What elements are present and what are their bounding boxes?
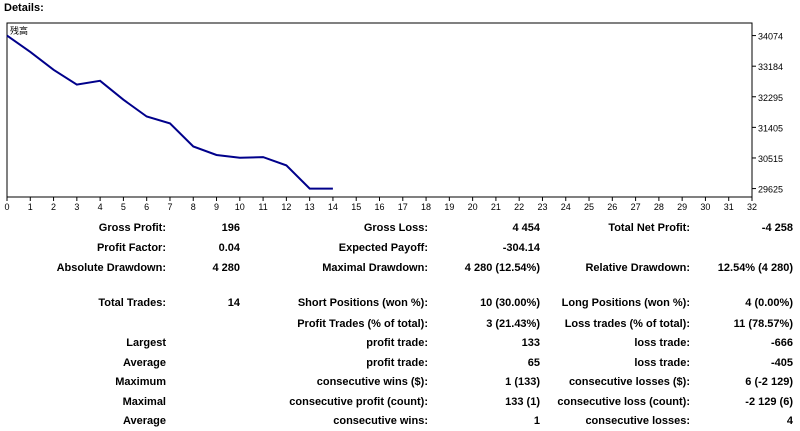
x-tick-label: 6 — [144, 202, 149, 212]
y-tick-label: 31405 — [758, 123, 783, 133]
x-tick-label: 20 — [468, 202, 478, 212]
x-tick-label: 25 — [584, 202, 594, 212]
absolute-drawdown-label: Absolute Drawdown: — [56, 262, 166, 274]
largest-profit-label: profit trade: — [366, 337, 428, 349]
maximal-cons-profit-label: consecutive profit (count): — [289, 396, 428, 408]
x-tick-label: 21 — [491, 202, 501, 212]
average-loss-value: -405 — [770, 357, 793, 369]
profit-trades-label: Profit Trades (% of total): — [297, 318, 428, 330]
avg-cons-wins-label: consecutive wins: — [333, 415, 428, 427]
absolute-drawdown-value: 4 280 — [212, 262, 240, 274]
x-tick-label: 16 — [374, 202, 384, 212]
y-tick-label: 33184 — [758, 62, 783, 72]
x-tick-label: 12 — [281, 202, 291, 212]
y-tick-label: 32295 — [758, 93, 783, 103]
x-tick-label: 1 — [28, 202, 33, 212]
loss-trades-value: 11 (78.57%) — [733, 318, 793, 330]
x-tick-label: 14 — [328, 202, 338, 212]
profit-factor-label: Profit Factor: — [96, 242, 166, 254]
gross-profit-label: Gross Profit: — [98, 222, 166, 234]
total-trades-label: Total Trades: — [98, 297, 166, 309]
maximal-cons-loss-value: -2 129 (6) — [745, 396, 793, 408]
x-tick-label: 24 — [561, 202, 571, 212]
maximal-cons-loss-label: consecutive loss (count): — [557, 396, 690, 408]
loss-trades-label: Loss trades (% of total): — [564, 318, 690, 330]
x-tick-label: 28 — [654, 202, 664, 212]
y-tick-label: 34074 — [758, 32, 783, 42]
largest-loss-value: -666 — [770, 337, 793, 349]
maximal-label: Maximal — [122, 396, 166, 408]
long-positions-value: 4 (0.00%) — [745, 297, 793, 309]
x-tick-label: 27 — [631, 202, 641, 212]
x-tick-label: 17 — [398, 202, 408, 212]
x-tick-label: 7 — [167, 202, 172, 212]
y-tick-label: 30515 — [758, 154, 783, 164]
gross-loss-label: Gross Loss: — [363, 222, 428, 234]
average-profit-label: profit trade: — [366, 357, 428, 369]
maximal-cons-profit-value: 133 (1) — [505, 396, 540, 408]
y-tick-label: 29625 — [758, 185, 783, 195]
x-tick-label: 23 — [537, 202, 547, 212]
x-tick-label: 10 — [235, 202, 245, 212]
details-title: Details: — [4, 2, 44, 14]
x-tick-label: 4 — [98, 202, 103, 212]
gross-loss-value: 4 454 — [512, 222, 540, 234]
x-tick-label: 8 — [191, 202, 196, 212]
x-tick-label: 22 — [514, 202, 524, 212]
max-cons-wins-label: consecutive wins ($): — [316, 376, 428, 388]
chart-legend: 残高 — [10, 25, 28, 36]
largest-profit-value: 133 — [521, 337, 540, 349]
expected-payoff-value: -304.14 — [502, 242, 540, 254]
x-tick-label: 15 — [351, 202, 361, 212]
max-cons-wins-value: 1 (133) — [505, 376, 540, 388]
profit-factor-value: 0.04 — [218, 242, 240, 254]
total-net-profit-label: Total Net Profit: — [608, 222, 690, 234]
x-tick-label: 2 — [51, 202, 56, 212]
average2-label: Average — [122, 415, 166, 427]
profit-trades-value: 3 (21.43%) — [486, 318, 540, 330]
largest-loss-label: loss trade: — [634, 337, 690, 349]
maximal-drawdown-value: 4 280 (12.54%) — [464, 262, 540, 274]
short-positions-label: Short Positions (won %): — [297, 297, 428, 309]
maximal-drawdown-label: Maximal Drawdown: — [322, 262, 428, 274]
balance-line — [6, 34, 333, 190]
x-tick-label: 0 — [4, 202, 9, 212]
short-positions-value: 10 (30.00%) — [480, 297, 540, 309]
avg-cons-losses-value: 4 — [786, 415, 793, 427]
x-tick-label: 30 — [700, 202, 710, 212]
average-loss-label: loss trade: — [634, 357, 690, 369]
avg-cons-wins-value: 1 — [533, 415, 540, 427]
max-cons-losses-value: 6 (-2 129) — [745, 376, 793, 388]
x-tick-label: 5 — [121, 202, 126, 212]
average-label: Average — [122, 357, 166, 369]
x-tick-label: 19 — [444, 202, 454, 212]
relative-drawdown-label: Relative Drawdown: — [585, 262, 690, 274]
average-profit-value: 65 — [527, 357, 540, 369]
avg-cons-losses-label: consecutive losses: — [585, 415, 690, 427]
total-net-profit-value: -4 258 — [761, 222, 793, 234]
gross-profit-value: 196 — [221, 222, 240, 234]
x-tick-label: 29 — [677, 202, 687, 212]
largest-label: Largest — [126, 337, 166, 349]
expected-payoff-label: Expected Payoff: — [338, 242, 428, 254]
x-tick-label: 32 — [747, 202, 757, 212]
x-tick-label: 11 — [258, 202, 267, 212]
x-tick-label: 3 — [74, 202, 79, 212]
plot-frame — [6, 22, 753, 198]
max-cons-losses-label: consecutive losses ($): — [568, 376, 690, 388]
x-tick-label: 13 — [305, 202, 315, 212]
balance-chart: 29625 30515 31405 32295 33184 34074 0 1 2 3 4 5 6 7 8 9… — [0, 0, 800, 215]
x-tick-label: 9 — [214, 202, 219, 212]
long-positions-label: Long Positions (won %): — [561, 297, 690, 309]
total-trades-value: 14 — [227, 297, 240, 309]
relative-drawdown-value: 12.54% (4 280) — [717, 262, 793, 274]
x-tick-label: 31 — [724, 202, 734, 212]
x-tick-label: 26 — [607, 202, 617, 212]
maximum-label: Maximum — [115, 376, 166, 388]
x-tick-label: 18 — [421, 202, 431, 212]
